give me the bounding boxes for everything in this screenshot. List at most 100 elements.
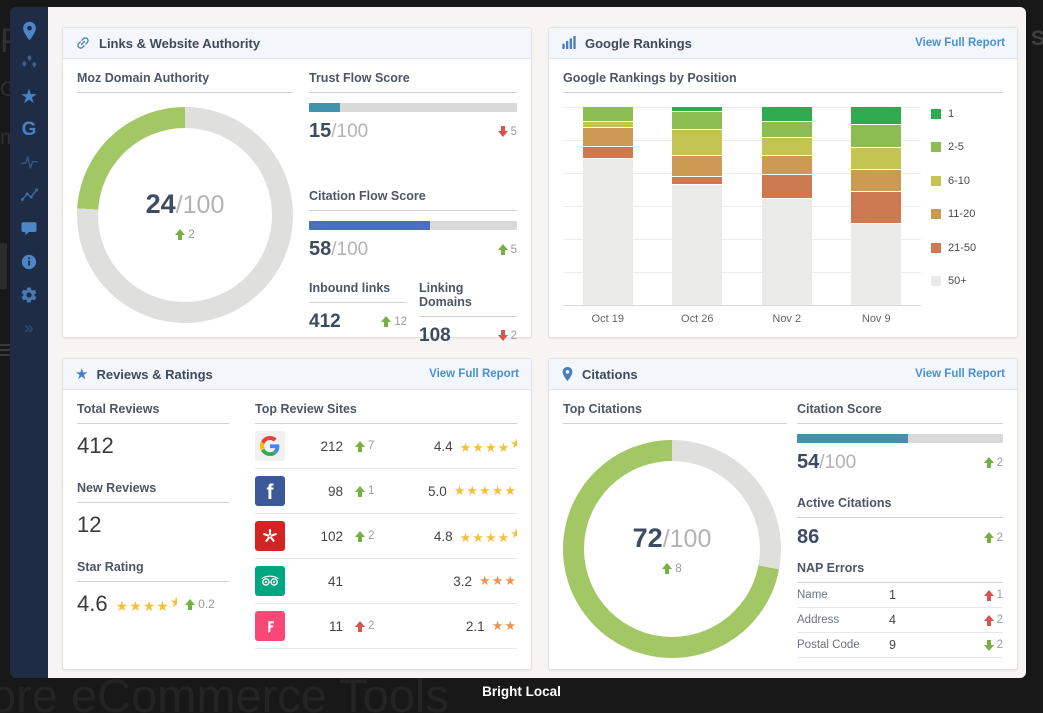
bar-segment (672, 176, 723, 185)
star-rating-delta: 0.2 (185, 597, 215, 611)
inbound-links-delta: 12 (381, 316, 407, 328)
panel-links-website-authority: Links & Website Authority Moz Domain Aut… (62, 27, 532, 346)
citation-flow-score: 58 (309, 238, 332, 260)
review-count: 102 (320, 528, 343, 544)
legend-item: 1 (931, 108, 1003, 120)
dashboard-content: Links & Website Authority Moz Domain Aut… (48, 7, 1026, 678)
sidebar: ★ G » (10, 7, 48, 678)
image-caption: Bright Local (482, 684, 561, 699)
nap-row-delta: 2 (983, 614, 1003, 626)
panel-header: ★ Reviews & Ratings View Full Report (63, 359, 531, 390)
review-stars: ★★★★★ (453, 483, 517, 498)
brightlocal-dashboard: ★ G » (10, 7, 1026, 678)
citation-flow-label: Citation Flow Score (309, 189, 426, 203)
review-delta: 2 (355, 530, 401, 542)
nap-error-row: Postal Code 9 2 (797, 633, 1003, 658)
edge-text-fragment: S (1031, 27, 1043, 50)
legend-item: 2-5 (931, 141, 1003, 153)
review-site-row: 212 7 4.4 ★★★★★ (255, 424, 517, 469)
star-icon[interactable]: ★ (20, 85, 38, 108)
review-site-row: 41 3.2 ★★★ (255, 559, 517, 604)
review-stars: ★★★ (479, 573, 517, 588)
citation-score-progressbar (797, 434, 1003, 443)
linking-domains-label: Linking Domains (419, 281, 472, 309)
panel-title: Links & Website Authority (99, 35, 261, 51)
view-full-report-link[interactable]: View Full Report (915, 368, 1005, 380)
bar-segment (761, 107, 812, 121)
panel-citations: Citations View Full Report Top Citations… (548, 358, 1018, 670)
review-count: 98 (327, 483, 343, 499)
legend-item: 6-10 (931, 175, 1003, 187)
citation-flow-delta: 5 (497, 244, 517, 256)
top-review-sites-label: Top Review Sites (255, 402, 357, 416)
nap-row-delta: 1 (983, 589, 1003, 601)
bar-segment (672, 156, 723, 176)
nap-error-row: Name 1 1 (797, 583, 1003, 608)
info-icon[interactable] (10, 245, 48, 278)
bar-segment (582, 159, 633, 305)
view-full-report-link[interactable]: View Full Report (429, 368, 519, 380)
panel-header: Google Rankings View Full Report (549, 28, 1017, 59)
star-rating-stars: ★★★★★ (115, 594, 178, 614)
legend-item: 21-50 (931, 242, 1003, 254)
google-g-icon[interactable]: G (21, 119, 37, 140)
chart-bars (563, 107, 921, 305)
x-tick-label: Nov 9 (861, 313, 891, 325)
bar-segment (761, 121, 812, 137)
location-pin-icon[interactable] (10, 14, 48, 47)
panel-google-rankings: Google Rankings View Full Report Google … (548, 27, 1018, 338)
review-site-row: 11 2 2.1 ★★ (255, 604, 517, 649)
google-logo-icon (255, 431, 285, 461)
nap-row-label: Postal Code (797, 639, 860, 651)
bar-segment (761, 198, 812, 305)
new-reviews-value: 12 (77, 512, 102, 537)
inbound-links-label: Inbound links (309, 281, 391, 295)
bar-segment (761, 137, 812, 156)
citation-flow-progressbar (309, 221, 517, 230)
edge-text-fragment: P (0, 22, 11, 61)
review-stars: ★★★★★ (459, 436, 517, 455)
yelp-logo-icon (255, 521, 285, 551)
pins-cluster-icon[interactable] (10, 47, 48, 80)
citation-score-delta: 2 (983, 457, 1003, 469)
citations-donut: 72/100 8 (563, 440, 781, 658)
line-chart-icon[interactable] (10, 179, 48, 212)
trust-flow-delta: 5 (497, 126, 517, 138)
legend-item: 50+ (931, 275, 1003, 287)
bar-segment (672, 130, 723, 156)
review-delta: 7 (355, 440, 401, 452)
star-rating-label: Star Rating (77, 560, 144, 574)
trust-flow-progressbar (309, 103, 517, 112)
nap-row-value: 9 (889, 638, 896, 652)
review-stars: ★★ (491, 618, 517, 633)
review-site-row: 102 2 4.8 ★★★★★ (255, 514, 517, 559)
x-tick-label: Oct 26 (681, 313, 714, 325)
review-count: 11 (328, 618, 343, 634)
collapse-chevrons-icon[interactable]: » (24, 318, 34, 337)
gear-icon[interactable] (10, 278, 48, 311)
linking-domains-value: 108 (419, 325, 451, 346)
citation-score-value: 54 (797, 451, 820, 473)
bar-segment (851, 125, 902, 147)
bar-segment (582, 128, 633, 146)
edge-fragment-marks (0, 344, 11, 359)
bar-segment (851, 223, 902, 305)
nap-error-row: Address 4 2 (797, 608, 1003, 633)
top-citations-label: Top Citations (563, 402, 642, 416)
chart-x-axis: Oct 19 Oct 26 Nov 2 Nov 9 (563, 313, 921, 325)
nap-row-value: 4 (889, 613, 896, 627)
bar-segment (582, 121, 633, 128)
chat-bubble-icon[interactable] (10, 212, 48, 245)
pulse-icon[interactable] (10, 146, 48, 179)
review-rating: 3.2 (453, 573, 473, 589)
review-rating: 2.1 (465, 618, 485, 634)
view-full-report-link[interactable]: View Full Report (915, 37, 1005, 49)
bar-segment (582, 146, 633, 159)
trust-flow-label: Trust Flow Score (309, 71, 410, 85)
chart-bar (761, 107, 812, 305)
active-citations-label: Active Citations (797, 496, 892, 510)
total-reviews-label: Total Reviews (77, 402, 160, 416)
new-reviews-label: New Reviews (77, 481, 157, 495)
inbound-links-value: 412 (309, 311, 341, 332)
